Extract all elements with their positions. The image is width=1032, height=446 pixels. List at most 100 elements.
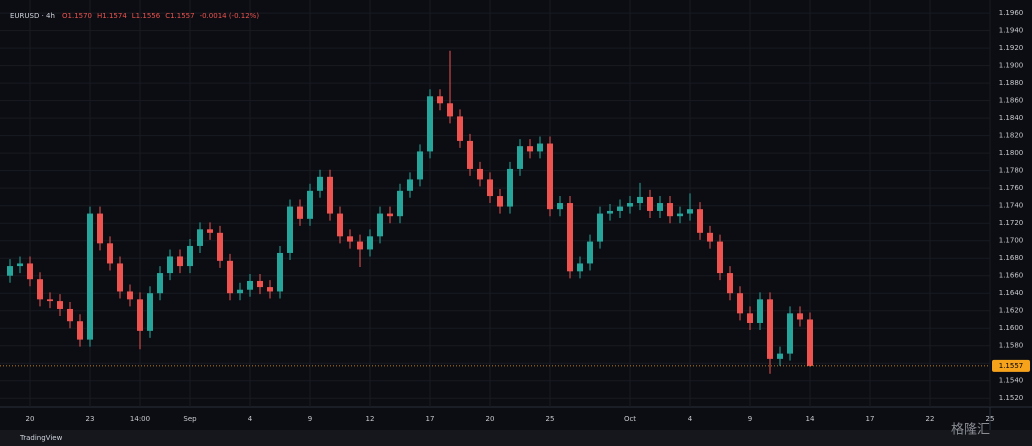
candle-body bbox=[537, 143, 543, 152]
candle-body bbox=[477, 168, 483, 180]
candle-body bbox=[567, 203, 573, 272]
candle-body bbox=[587, 241, 593, 264]
y-tick-label: 1.1780 bbox=[999, 167, 1024, 175]
candle-body bbox=[77, 321, 83, 340]
candle-body bbox=[417, 151, 423, 180]
candle-body bbox=[697, 209, 703, 233]
y-tick-label: 1.1920 bbox=[999, 44, 1024, 52]
candle-body bbox=[147, 293, 153, 331]
y-tick-label: 1.1580 bbox=[999, 342, 1024, 350]
candle-body bbox=[517, 146, 523, 169]
x-tick-label: 17 bbox=[866, 415, 875, 423]
candle-body bbox=[407, 179, 413, 191]
candle-body bbox=[387, 213, 393, 217]
candle-body bbox=[167, 256, 173, 274]
candle-body bbox=[677, 213, 683, 217]
x-tick-label: 23 bbox=[86, 415, 95, 423]
candle-body bbox=[237, 289, 243, 294]
candle-body bbox=[497, 196, 503, 207]
candle-body bbox=[617, 206, 623, 211]
x-tick-label: 20 bbox=[26, 415, 35, 423]
grid bbox=[0, 0, 991, 407]
y-tick-label: 1.1800 bbox=[999, 149, 1024, 157]
candle-body bbox=[327, 176, 333, 214]
candle-body bbox=[757, 299, 763, 323]
candle-body bbox=[597, 213, 603, 242]
candle-body bbox=[667, 203, 673, 217]
candle-body bbox=[527, 146, 533, 152]
x-tick-label: 20 bbox=[486, 415, 495, 423]
y-tick-label: 1.1540 bbox=[999, 377, 1024, 385]
candle-body bbox=[127, 291, 133, 300]
y-tick-label: 1.1520 bbox=[999, 394, 1024, 402]
ohlc-value: L1.1556 bbox=[132, 12, 161, 20]
candle-body bbox=[787, 313, 793, 354]
last-price-label: 1.1557 bbox=[999, 362, 1024, 370]
ohlc-value: C1.1557 bbox=[165, 12, 194, 20]
candle-body bbox=[247, 280, 253, 290]
candle-body bbox=[737, 293, 743, 314]
y-tick-label: 1.1620 bbox=[999, 307, 1024, 315]
candle-body bbox=[7, 266, 13, 276]
candle-body bbox=[67, 308, 73, 322]
candle-body bbox=[37, 279, 43, 300]
candle-body bbox=[547, 143, 553, 210]
candle-body bbox=[367, 236, 373, 250]
candle-body bbox=[257, 280, 263, 288]
x-tick-label: 17 bbox=[426, 415, 435, 423]
x-tick-label: 4 bbox=[248, 415, 253, 423]
y-tick-label: 1.1860 bbox=[999, 97, 1024, 105]
y-tick-label: 1.1840 bbox=[999, 114, 1024, 122]
x-tick-label: 14:00 bbox=[130, 415, 150, 423]
candle-body bbox=[807, 319, 813, 366]
last-price-box bbox=[992, 359, 1030, 372]
x-tick-label: 25 bbox=[546, 415, 555, 423]
candle-body bbox=[287, 206, 293, 253]
candle-body bbox=[607, 210, 613, 214]
labels: 1.15201.15401.15601.15801.16001.16201.16… bbox=[26, 9, 1030, 423]
candle-body bbox=[157, 273, 163, 294]
x-tick-label: 9 bbox=[748, 415, 752, 423]
y-tick-label: 1.1940 bbox=[999, 27, 1024, 35]
y-tick-label: 1.1640 bbox=[999, 289, 1024, 297]
y-tick-label: 1.1740 bbox=[999, 202, 1024, 210]
candle-body bbox=[197, 229, 203, 246]
y-tick-label: 1.1600 bbox=[999, 324, 1024, 332]
y-tick-label: 1.1900 bbox=[999, 62, 1024, 70]
y-tick-label: 1.1880 bbox=[999, 79, 1024, 87]
candle-body bbox=[107, 243, 113, 264]
y-tick-label: 1.1720 bbox=[999, 219, 1024, 227]
x-tick-label: 4 bbox=[688, 415, 693, 423]
candle-body bbox=[307, 190, 313, 219]
footer-bar bbox=[0, 430, 1032, 446]
candle-body bbox=[347, 236, 353, 242]
ohlc-value: O1.1570 bbox=[62, 12, 92, 20]
candle-body bbox=[187, 245, 193, 267]
candle-body bbox=[397, 190, 403, 217]
candles bbox=[0, 50, 990, 374]
ohlc-value: -0.0014 (-0.12%) bbox=[200, 12, 260, 20]
x-tick-label: 25 bbox=[986, 415, 995, 423]
candle-body bbox=[657, 203, 663, 211]
candle-body bbox=[507, 168, 513, 207]
candle-body bbox=[447, 103, 453, 117]
ohlc-value: H1.1574 bbox=[97, 12, 127, 20]
candle-body bbox=[217, 232, 223, 261]
candle-body bbox=[117, 263, 123, 292]
y-tick-label: 1.1760 bbox=[999, 184, 1024, 192]
candle-body bbox=[377, 213, 383, 237]
candle-body bbox=[747, 313, 753, 323]
chart-title: EURUSD · 4h bbox=[10, 12, 55, 20]
candle-body bbox=[437, 96, 443, 104]
candle-body bbox=[97, 213, 103, 244]
watermark: 格隆汇 bbox=[951, 422, 990, 438]
candle-body bbox=[317, 176, 323, 191]
candle-body bbox=[577, 263, 583, 272]
candle-body bbox=[627, 203, 633, 207]
candle-body bbox=[487, 179, 493, 197]
x-tick-label: 12 bbox=[366, 415, 375, 423]
candle-body bbox=[337, 213, 343, 237]
candle-body bbox=[47, 299, 53, 302]
x-tick-label: Sep bbox=[183, 415, 197, 423]
